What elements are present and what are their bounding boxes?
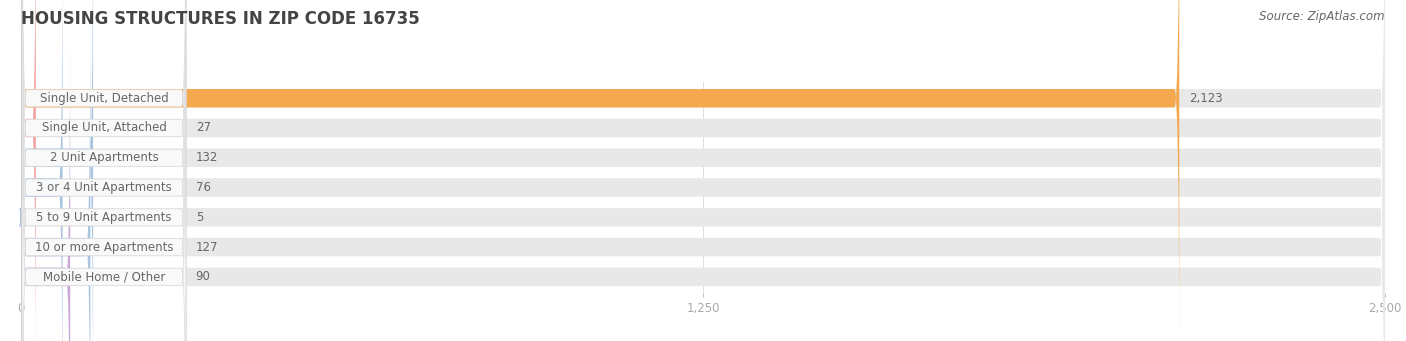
FancyBboxPatch shape bbox=[21, 0, 1385, 341]
Text: 90: 90 bbox=[195, 270, 211, 283]
FancyBboxPatch shape bbox=[21, 18, 70, 341]
FancyBboxPatch shape bbox=[21, 0, 1385, 341]
Text: Source: ZipAtlas.com: Source: ZipAtlas.com bbox=[1260, 10, 1385, 23]
Text: 3 or 4 Unit Apartments: 3 or 4 Unit Apartments bbox=[37, 181, 172, 194]
Text: 5: 5 bbox=[195, 211, 202, 224]
FancyBboxPatch shape bbox=[22, 17, 186, 341]
FancyBboxPatch shape bbox=[21, 0, 1180, 341]
Text: Mobile Home / Other: Mobile Home / Other bbox=[42, 270, 165, 283]
FancyBboxPatch shape bbox=[22, 0, 186, 328]
FancyBboxPatch shape bbox=[21, 0, 62, 341]
Text: Single Unit, Detached: Single Unit, Detached bbox=[39, 92, 169, 105]
Text: 5 to 9 Unit Apartments: 5 to 9 Unit Apartments bbox=[37, 211, 172, 224]
Text: 2 Unit Apartments: 2 Unit Apartments bbox=[49, 151, 159, 164]
Text: 27: 27 bbox=[195, 121, 211, 134]
FancyBboxPatch shape bbox=[22, 0, 186, 341]
Text: 2,123: 2,123 bbox=[1189, 92, 1223, 105]
FancyBboxPatch shape bbox=[22, 0, 186, 341]
FancyBboxPatch shape bbox=[22, 0, 186, 341]
FancyBboxPatch shape bbox=[21, 0, 1385, 341]
Text: Single Unit, Attached: Single Unit, Attached bbox=[42, 121, 166, 134]
FancyBboxPatch shape bbox=[21, 18, 1385, 341]
FancyBboxPatch shape bbox=[21, 0, 93, 341]
Text: HOUSING STRUCTURES IN ZIP CODE 16735: HOUSING STRUCTURES IN ZIP CODE 16735 bbox=[21, 10, 420, 28]
FancyBboxPatch shape bbox=[18, 0, 25, 341]
Text: 132: 132 bbox=[195, 151, 218, 164]
FancyBboxPatch shape bbox=[22, 47, 186, 341]
FancyBboxPatch shape bbox=[21, 0, 1385, 341]
FancyBboxPatch shape bbox=[21, 0, 1385, 341]
FancyBboxPatch shape bbox=[21, 0, 90, 341]
Text: 10 or more Apartments: 10 or more Apartments bbox=[35, 241, 173, 254]
FancyBboxPatch shape bbox=[21, 0, 1385, 341]
Text: 127: 127 bbox=[195, 241, 218, 254]
FancyBboxPatch shape bbox=[21, 0, 35, 341]
FancyBboxPatch shape bbox=[22, 0, 186, 341]
Text: 76: 76 bbox=[195, 181, 211, 194]
